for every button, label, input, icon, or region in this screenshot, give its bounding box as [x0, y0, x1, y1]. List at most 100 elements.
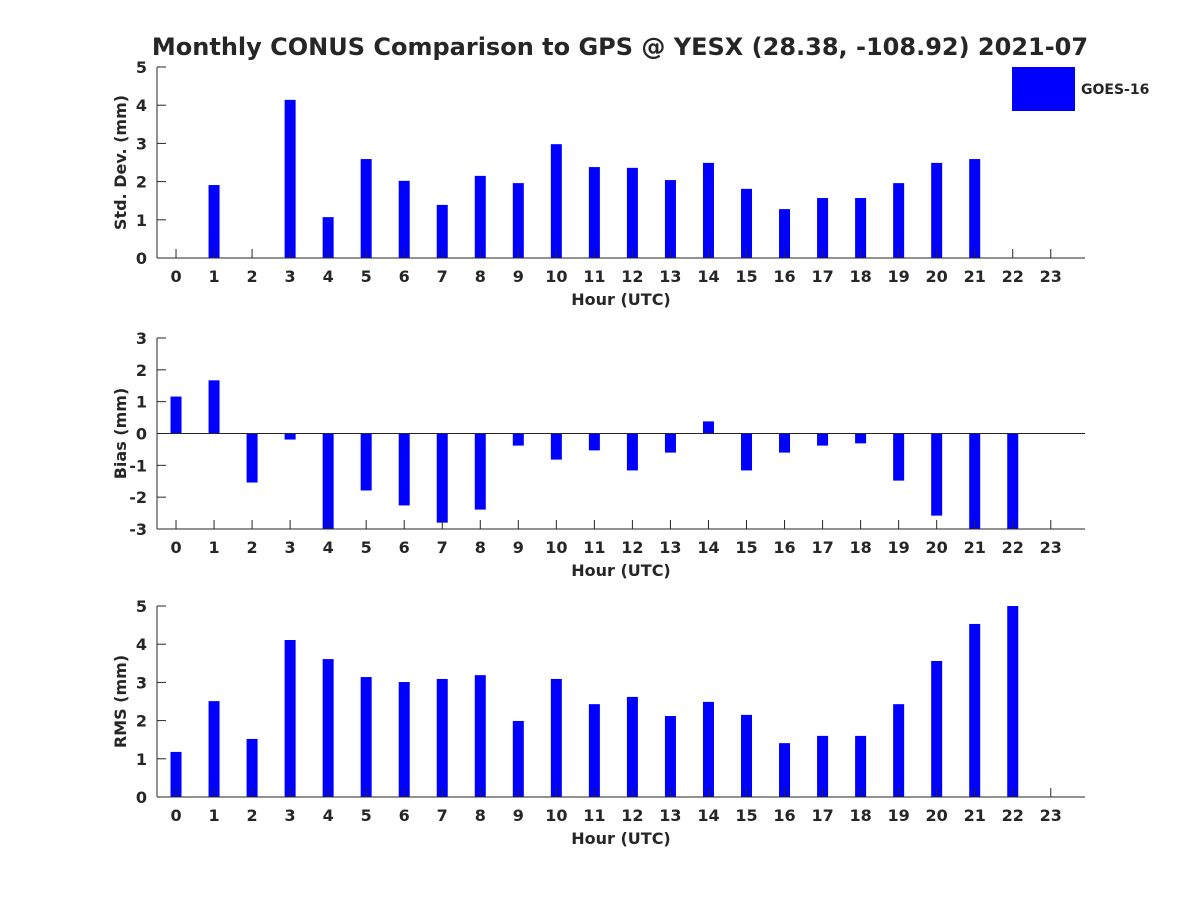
x-tick-label: 20: [926, 538, 948, 557]
x-axis-label: Hour (UTC): [571, 561, 671, 580]
x-tick-label: 6: [399, 538, 410, 557]
x-tick-label: 2: [247, 538, 258, 557]
x-tick-label: 20: [926, 806, 948, 825]
x-tick-label: 18: [849, 538, 871, 557]
x-tick-label: 10: [545, 806, 567, 825]
x-tick-label: 8: [475, 538, 486, 557]
x-tick-label: 21: [964, 806, 986, 825]
x-tick-label: 16: [773, 267, 795, 286]
bar-bias-12: [626, 433, 638, 471]
bar-std-4: [322, 217, 334, 258]
bar-bias-21: [969, 433, 981, 529]
y-tick-label: 0: [136, 249, 147, 268]
bar-rms-4: [322, 659, 334, 797]
legend-label: GOES-16: [1081, 82, 1149, 98]
x-tick-label: 3: [285, 267, 296, 286]
x-tick-label: 6: [399, 806, 410, 825]
bar-rms-2: [246, 738, 258, 797]
bar-bias-8: [474, 433, 486, 510]
x-tick-label: 1: [208, 267, 219, 286]
bar-bias-0: [170, 396, 182, 434]
x-tick-label: 16: [773, 806, 795, 825]
y-tick-label: 3: [136, 673, 147, 692]
x-tick-label: 4: [323, 538, 334, 557]
bar-bias-11: [588, 433, 600, 451]
x-tick-label: 1: [208, 538, 219, 557]
bar-std-20: [931, 162, 943, 258]
bar-rms-14: [702, 701, 714, 797]
x-tick-label: 23: [1040, 538, 1062, 557]
x-tick-label: 15: [735, 806, 757, 825]
bar-rms-5: [360, 677, 372, 797]
bar-rms-22: [1007, 606, 1019, 797]
bar-bias-9: [512, 433, 524, 446]
x-tick-label: 5: [361, 806, 372, 825]
x-tick-label: 19: [888, 538, 910, 557]
x-tick-label: 17: [811, 538, 833, 557]
bar-rms-20: [931, 661, 943, 797]
x-axis-label: Hour (UTC): [571, 290, 671, 309]
x-tick-label: 8: [475, 267, 486, 286]
x-tick-label: 17: [811, 806, 833, 825]
x-tick-label: 18: [849, 806, 871, 825]
x-tick-label: 14: [697, 267, 719, 286]
y-tick-label: 1: [136, 393, 147, 412]
bar-bias-19: [893, 433, 905, 481]
bar-std-11: [588, 167, 600, 258]
x-tick-label: 18: [849, 267, 871, 286]
y-tick-label: 5: [136, 58, 147, 77]
x-tick-label: 4: [323, 806, 334, 825]
chart-title: Monthly CONUS Comparison to GPS @ YESX (…: [152, 33, 1088, 61]
x-tick-label: 22: [1002, 267, 1024, 286]
bar-std-21: [969, 159, 981, 258]
x-tick-label: 14: [697, 806, 719, 825]
bar-std-8: [474, 175, 486, 258]
y-tick-label: 3: [136, 329, 147, 348]
bar-rms-18: [855, 735, 867, 797]
x-tick-label: 11: [583, 538, 605, 557]
y-axis-label: Std. Dev. (mm): [111, 95, 130, 230]
y-tick-label: 4: [136, 635, 147, 654]
x-tick-label: 11: [583, 806, 605, 825]
y-axis-label: Bias (mm): [111, 388, 130, 480]
y-tick-label: 0: [136, 788, 147, 807]
x-tick-label: 7: [437, 267, 448, 286]
x-tick-label: 22: [1002, 806, 1024, 825]
x-tick-label: 4: [323, 267, 334, 286]
x-tick-label: 19: [888, 267, 910, 286]
x-tick-label: 1: [208, 806, 219, 825]
x-tick-label: 17: [811, 267, 833, 286]
bar-std-7: [436, 204, 448, 258]
x-tick-label: 13: [659, 538, 681, 557]
y-tick-label: 1: [136, 750, 147, 769]
x-tick-label: 3: [285, 538, 296, 557]
bar-bias-18: [855, 433, 867, 444]
y-tick-label: 2: [136, 361, 147, 380]
bar-std-5: [360, 159, 372, 258]
x-tick-label: 7: [437, 806, 448, 825]
x-tick-label: 5: [361, 538, 372, 557]
bar-bias-22: [1007, 433, 1019, 529]
x-tick-label: 23: [1040, 806, 1062, 825]
x-tick-label: 14: [697, 538, 719, 557]
x-tick-label: 0: [170, 267, 181, 286]
bar-rms-1: [208, 701, 220, 797]
bar-std-13: [664, 180, 676, 258]
bar-std-10: [550, 144, 562, 258]
bar-rms-19: [893, 704, 905, 797]
x-tick-label: 12: [621, 538, 643, 557]
bar-rms-10: [550, 678, 562, 797]
bar-std-1: [208, 185, 220, 258]
x-tick-label: 0: [170, 538, 181, 557]
bar-bias-20: [931, 433, 943, 516]
legend-swatch: [1012, 67, 1075, 111]
x-tick-label: 5: [361, 267, 372, 286]
x-tick-label: 12: [621, 267, 643, 286]
x-tick-label: 10: [545, 267, 567, 286]
y-tick-label: 5: [136, 597, 147, 616]
bar-rms-12: [626, 696, 638, 797]
y-tick-label: -3: [129, 520, 147, 539]
bar-bias-16: [779, 433, 791, 453]
x-tick-label: 9: [513, 538, 524, 557]
